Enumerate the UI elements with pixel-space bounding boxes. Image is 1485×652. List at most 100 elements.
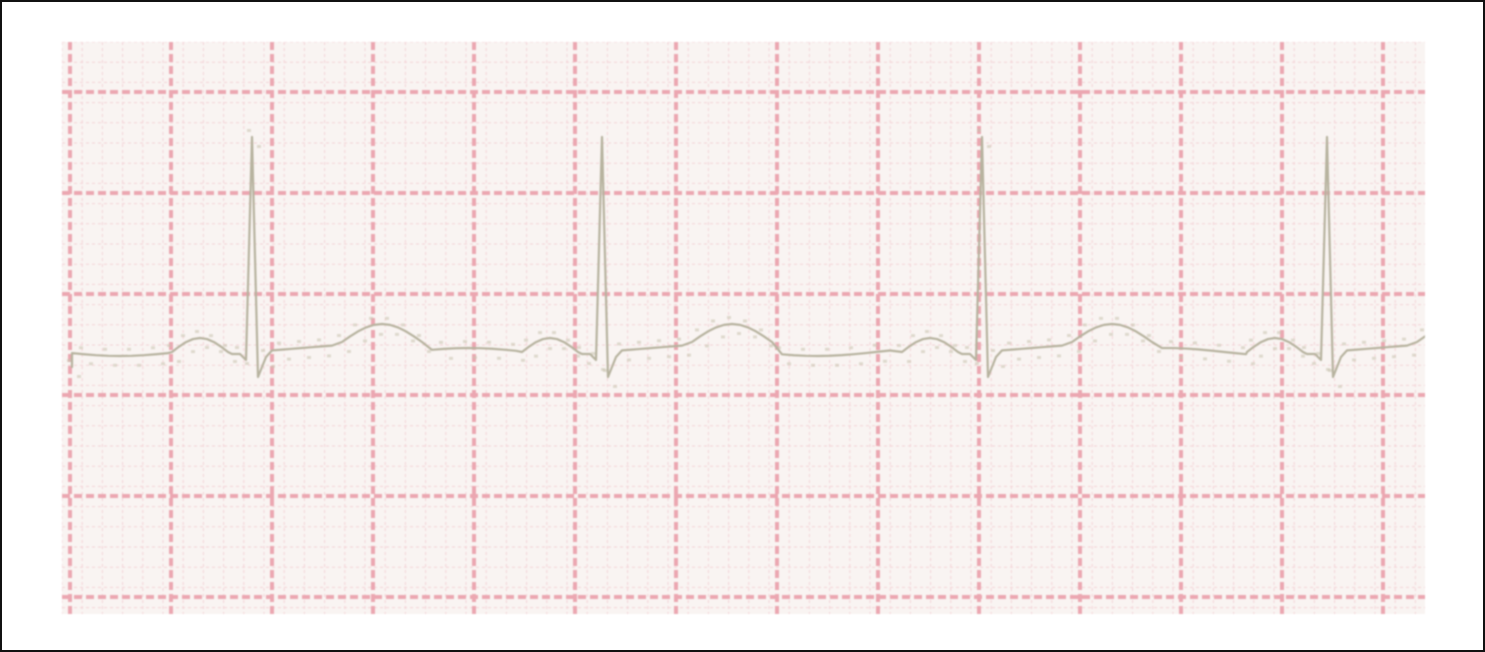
trace-dot <box>1169 340 1173 344</box>
trace-dot <box>921 350 925 354</box>
trace-dot <box>181 334 185 338</box>
trace-dot <box>1193 341 1197 345</box>
ecg-minor-grid <box>62 42 1425 614</box>
trace-dot <box>1115 316 1119 320</box>
ecg-paper <box>62 42 1425 614</box>
trace-dot <box>657 339 661 343</box>
trace-dot <box>245 362 249 365</box>
ecg-paper-background <box>62 42 1425 614</box>
trace-dot <box>1362 340 1366 344</box>
trace-dot <box>965 346 969 349</box>
trace-dot <box>247 129 251 132</box>
trace-dot <box>1099 316 1103 320</box>
trace-dot <box>1083 323 1087 327</box>
trace-dot <box>127 347 131 351</box>
trace-dot <box>1093 339 1097 343</box>
trace-dot <box>473 356 477 360</box>
trace-dot <box>705 344 709 348</box>
trace-dot <box>1067 334 1071 337</box>
trace-dot <box>1227 359 1231 363</box>
trace-dot <box>1007 341 1011 345</box>
trace-dot <box>463 340 467 344</box>
trace-dot <box>233 360 237 363</box>
trace-dot <box>191 350 195 354</box>
trace-dot <box>209 334 213 338</box>
ecg-strip <box>62 42 1425 614</box>
trace-dot <box>987 145 991 148</box>
trace-dot <box>801 347 805 351</box>
trace-dot <box>297 340 301 343</box>
trace-dot <box>538 331 542 335</box>
trace-dot <box>1147 334 1151 337</box>
trace-dot <box>1392 355 1396 359</box>
trace-dot <box>337 334 341 337</box>
trace-dot <box>113 363 117 367</box>
trace-dot <box>511 342 515 346</box>
trace-dot <box>1402 337 1406 341</box>
trace-dot <box>743 319 747 323</box>
trace-dot <box>587 362 591 365</box>
trace-dot <box>576 354 580 358</box>
trace-dot <box>1001 365 1005 368</box>
trace-dot <box>1287 347 1291 351</box>
trace-dot <box>787 362 791 366</box>
trace-dot <box>911 334 915 338</box>
trace-dot <box>647 356 651 360</box>
trace-dot <box>449 356 453 360</box>
trace-dot <box>1382 339 1386 343</box>
trace-dot <box>205 346 209 349</box>
trace-dot <box>77 375 81 378</box>
trace-dot <box>235 346 239 349</box>
trace-dot <box>1259 354 1263 358</box>
trace-dot <box>417 334 421 337</box>
trace-dot <box>161 362 165 366</box>
trace-dot <box>1277 331 1281 335</box>
trace-dot <box>1312 362 1316 365</box>
trace-dot <box>1301 354 1305 358</box>
trace-dot <box>859 362 863 366</box>
trace-dot <box>811 363 815 367</box>
trace-dot <box>1251 362 1255 366</box>
trace-dot <box>151 346 155 350</box>
trace-dot <box>1125 332 1129 336</box>
trace-dot <box>1077 350 1081 353</box>
trace-dot <box>369 316 373 320</box>
trace-dot <box>1241 346 1245 350</box>
trace-dot <box>363 339 367 343</box>
trace-dot <box>521 358 525 362</box>
trace-dot <box>67 359 71 362</box>
trace-dot <box>1352 358 1356 362</box>
trace-dot <box>287 357 291 361</box>
trace-dot <box>277 341 281 345</box>
trace-dot <box>401 323 405 327</box>
trace-dot <box>627 358 631 362</box>
trace-dot <box>873 343 877 347</box>
trace-dot <box>1109 332 1113 336</box>
trace-dot <box>103 347 107 351</box>
trace-dot <box>687 353 691 357</box>
trace-dot <box>1017 357 1021 361</box>
trace-dot <box>667 355 671 359</box>
trace-dot <box>753 335 757 339</box>
trace-dot <box>79 346 83 350</box>
trace-dot <box>1273 347 1277 351</box>
trace-dot <box>613 385 617 388</box>
trace-dot <box>953 344 957 347</box>
trace-dot <box>1412 353 1416 357</box>
trace-dot <box>261 349 265 352</box>
trace-dot <box>195 330 199 333</box>
trace-dot <box>1027 340 1031 343</box>
trace-dot <box>177 360 181 363</box>
trace-dot <box>897 344 901 347</box>
trace-dot <box>411 339 415 343</box>
trace-dot <box>534 354 538 358</box>
trace-dot <box>385 316 389 320</box>
trace-dot <box>1179 356 1183 360</box>
trace-dot <box>963 360 967 363</box>
trace-dot <box>487 340 491 344</box>
trace-dot <box>1249 338 1253 342</box>
trace-dot <box>219 350 223 354</box>
trace-dot <box>617 342 621 346</box>
trace-dot <box>977 129 981 132</box>
